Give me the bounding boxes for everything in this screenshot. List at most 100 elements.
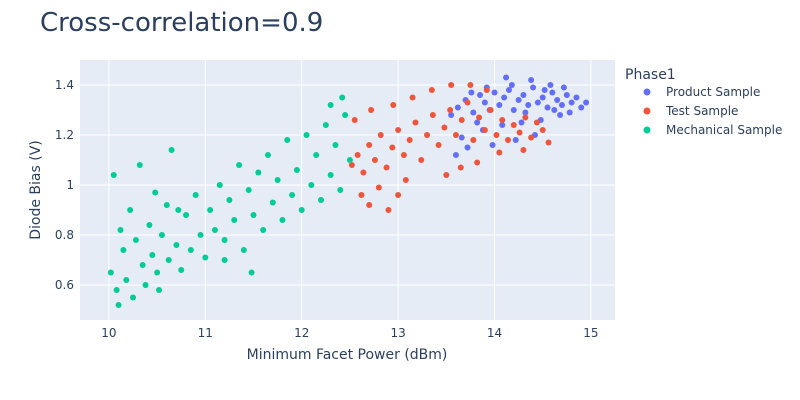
legend-marker xyxy=(643,107,651,115)
scatter-point xyxy=(467,82,474,88)
scatter-point xyxy=(530,84,537,91)
scatter-point xyxy=(563,92,570,98)
scatter-point xyxy=(211,227,218,233)
scatter-point xyxy=(400,152,407,158)
y-tick-label: 0.8 xyxy=(55,228,74,242)
scatter-point xyxy=(146,222,153,228)
scatter-point xyxy=(158,232,165,238)
scatter-point xyxy=(512,137,519,143)
scatter-point xyxy=(528,77,535,83)
scatter-point xyxy=(545,139,552,146)
scatter-point xyxy=(339,94,346,101)
scatter-point xyxy=(583,99,590,106)
scatter-point xyxy=(496,149,503,156)
scatter-point xyxy=(221,237,228,243)
scatter-point xyxy=(515,97,522,103)
scatter-point xyxy=(522,109,529,116)
scatter-point xyxy=(139,262,146,268)
scatter-point xyxy=(107,269,114,276)
scatter-point xyxy=(557,112,564,118)
scatter-point xyxy=(327,172,334,178)
legend-label: Mechanical Sample xyxy=(666,123,782,137)
scatter-point xyxy=(493,132,500,138)
legend-label: Product Sample xyxy=(666,85,760,99)
scatter-point xyxy=(409,94,416,101)
x-tick-label: 12 xyxy=(294,326,309,340)
y-tick-label: 1 xyxy=(66,178,74,192)
scatter-point xyxy=(578,104,585,111)
scatter-point xyxy=(332,142,339,148)
scatter-point xyxy=(207,207,214,213)
scatter-point xyxy=(501,94,508,101)
scatter-point xyxy=(505,87,512,93)
scatter-point xyxy=(183,212,190,218)
scatter-point xyxy=(337,187,344,193)
scatter-point xyxy=(412,119,419,126)
scatter-point xyxy=(216,182,223,188)
scatter-point xyxy=(541,87,548,93)
scatter-point xyxy=(156,287,163,293)
y-tick-label: 1.4 xyxy=(55,78,74,92)
scatter-point xyxy=(132,237,139,243)
x-tick-label: 13 xyxy=(390,326,405,340)
scatter-point xyxy=(573,94,580,101)
scatter-point xyxy=(298,207,305,213)
scatter-point xyxy=(202,254,209,261)
data-points xyxy=(107,74,590,308)
scatter-point xyxy=(441,124,448,131)
scatter-point xyxy=(346,157,353,163)
x-tick-label: 11 xyxy=(198,326,213,340)
scatter-point xyxy=(510,122,517,128)
scatter-point xyxy=(418,157,425,163)
scatter-point xyxy=(429,112,436,118)
scatter-point xyxy=(371,157,378,163)
x-tick-label: 14 xyxy=(487,326,502,340)
x-axis-label: Minimum Facet Power (dBm) xyxy=(247,347,448,363)
scatter-point xyxy=(518,119,525,126)
scatter-point xyxy=(385,207,392,213)
scatter-point xyxy=(447,107,454,113)
scatter-point xyxy=(428,87,435,93)
scatter-point xyxy=(468,89,475,96)
scatter-point xyxy=(554,97,561,103)
scatter-point xyxy=(152,189,159,196)
x-tick-label: 10 xyxy=(101,326,116,340)
legend-title: Phase1 xyxy=(625,67,676,83)
scatter-point xyxy=(395,192,402,198)
scatter-point xyxy=(342,112,349,118)
scatter-point xyxy=(560,84,567,91)
scatter-point xyxy=(175,207,182,213)
y-axis-label: Diode Bias (V) xyxy=(28,140,44,240)
scatter-point xyxy=(358,192,365,198)
scatter-point xyxy=(178,267,185,273)
scatter-point xyxy=(322,122,329,128)
scatter-point xyxy=(368,107,375,113)
scatter-point xyxy=(123,277,130,283)
scatter-point xyxy=(520,92,527,98)
scatter-point xyxy=(481,99,488,106)
scatter-point xyxy=(130,294,137,301)
scatter-point xyxy=(499,122,506,128)
gridlines xyxy=(80,60,615,320)
scatter-point xyxy=(549,89,556,96)
scatter-point xyxy=(481,127,488,133)
scatter-point xyxy=(435,142,442,148)
scatter-point xyxy=(395,127,402,133)
scatter-point xyxy=(279,217,286,223)
scatter-point xyxy=(457,164,464,171)
scatter-point xyxy=(539,127,546,133)
scatter-point xyxy=(168,147,175,153)
scatter-point xyxy=(544,104,551,111)
scatter-point xyxy=(528,134,535,141)
scatter-point xyxy=(568,99,575,106)
scatter-point xyxy=(255,169,262,176)
scatter-point xyxy=(240,247,247,253)
scatter-point xyxy=(520,147,527,153)
scatter-point xyxy=(539,94,546,101)
scatter-point xyxy=(390,102,397,108)
scatter-point xyxy=(127,207,134,213)
scatter-point xyxy=(525,102,532,108)
axis-ticks: 10 11 12 13 14 15 0.6 0.8 1 1.2 1.4 xyxy=(55,78,599,340)
scatter-point xyxy=(474,119,481,126)
scatter-point xyxy=(566,109,573,116)
